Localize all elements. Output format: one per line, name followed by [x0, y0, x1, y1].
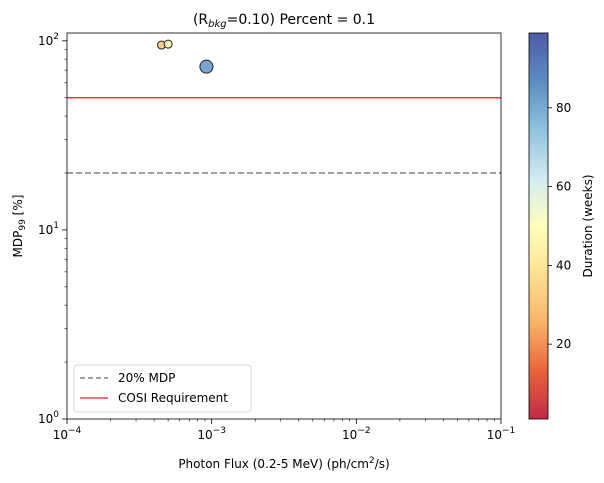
colorbar: [528, 32, 549, 420]
scatter-points: [156, 39, 214, 74]
x-tick-label-2: 10−3: [197, 426, 226, 442]
colorbar-label: Duration (weeks): [581, 174, 595, 277]
x-tick-label-4: 10−1: [487, 426, 516, 442]
plot-area: [67, 33, 501, 419]
scatter-point-3: [199, 59, 214, 74]
legend-box: [73, 364, 252, 413]
y-axis-ticks: 100 101 102: [38, 32, 67, 426]
colorbar-tick-label-1: 20: [556, 337, 571, 351]
legend-label-cosi: COSI Requirement: [118, 391, 228, 405]
colorbar-tick-label-4: 80: [556, 101, 571, 115]
colorbar-ticks: 20 40 60 80: [548, 101, 571, 351]
y-tick-label-2: 101: [38, 221, 59, 237]
colorbar-tick-label-2: 40: [556, 258, 571, 272]
plot-frame: [66, 32, 502, 420]
reference-lines: [67, 97, 501, 174]
y-tick-label-3: 102: [38, 32, 59, 48]
colorbar-tick-label-3: 60: [556, 180, 571, 194]
legend-label-mdp: 20% MDP: [118, 371, 175, 385]
x-axis-label: Photon Flux (0.2-5 MeV) (ph/cm2/s): [178, 456, 389, 471]
scatter-point-2: [163, 39, 173, 49]
x-tick-label-1: 10−4: [53, 426, 82, 442]
chart-title: (Rbkg=0.10) Percent = 0.1: [193, 12, 375, 30]
y-tick-label-1: 100: [38, 410, 59, 426]
x-tick-label-3: 10−2: [342, 426, 371, 442]
y-axis-label: MDP99 [%]: [11, 195, 28, 258]
x-axis-ticks: 10−4 10−3 10−2 10−1: [53, 419, 516, 442]
legend: 20% MDP COSI Requirement: [73, 364, 252, 413]
